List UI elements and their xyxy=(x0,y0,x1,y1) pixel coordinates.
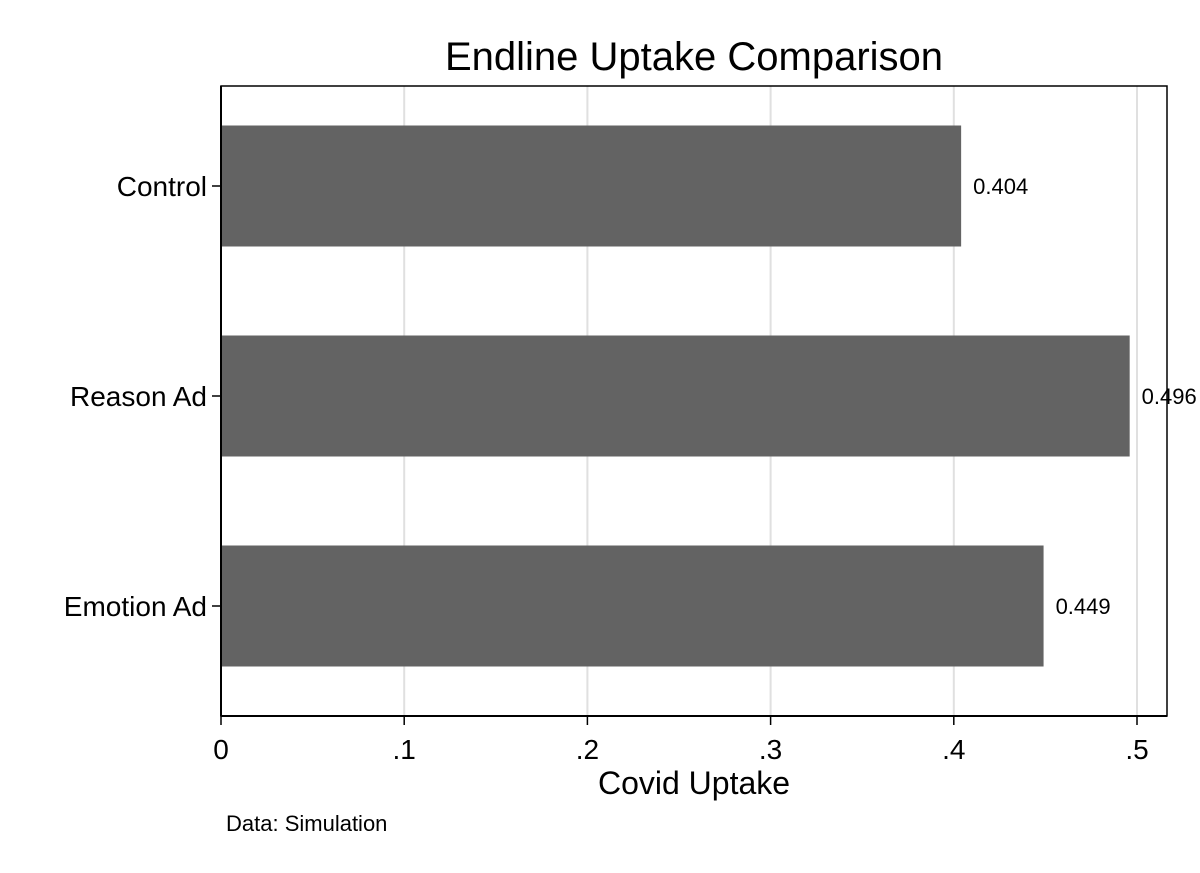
x-tick-label: .4 xyxy=(942,734,965,765)
x-tick-label: .1 xyxy=(393,734,416,765)
x-axis: 0 .1 .2 .3 .4 .5 xyxy=(213,86,1167,765)
bar-value-label: 0.496 xyxy=(1142,384,1197,409)
category-label: Emotion Ad xyxy=(64,591,207,622)
bar-reason-ad xyxy=(221,335,1130,457)
bar-value-label: 0.404 xyxy=(973,174,1028,199)
data-source-note: Data: Simulation xyxy=(226,811,387,836)
x-tick-label: .5 xyxy=(1125,734,1148,765)
bars: 0.404 0.496 0.449 xyxy=(221,125,1197,667)
x-tick-label: .2 xyxy=(576,734,599,765)
category-label: Reason Ad xyxy=(70,381,207,412)
x-tick-label: .3 xyxy=(759,734,782,765)
category-labels: Control Reason Ad Emotion Ad xyxy=(64,171,221,622)
x-tick-label: 0 xyxy=(213,734,229,765)
bar-emotion-ad xyxy=(221,545,1044,667)
bar-value-label: 0.449 xyxy=(1056,594,1111,619)
x-axis-title: Covid Uptake xyxy=(598,765,790,801)
category-label: Control xyxy=(117,171,207,202)
bar-control xyxy=(221,125,962,247)
chart-title: Endline Uptake Comparison xyxy=(445,35,943,79)
